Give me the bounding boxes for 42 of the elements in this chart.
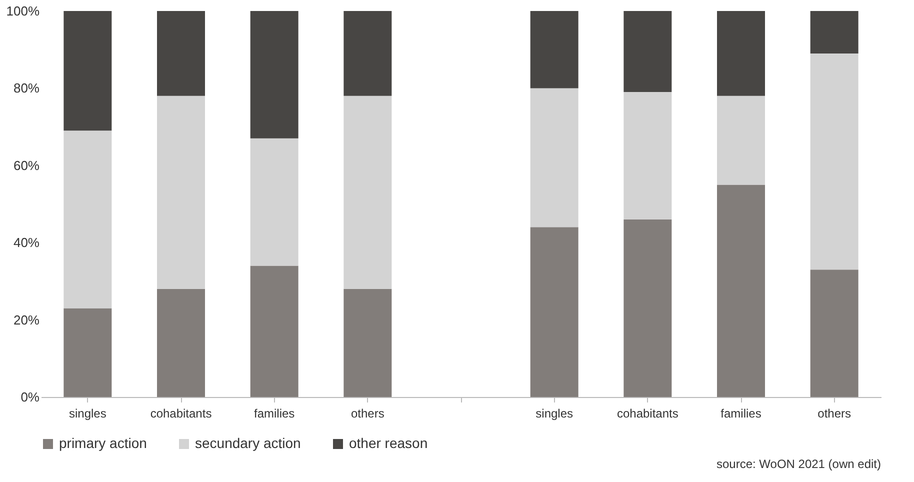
bar: [624, 92, 672, 220]
source-note: source: WoON 2021 (own edit): [716, 457, 881, 471]
legend-label: other reason: [349, 435, 428, 451]
bar: [64, 11, 112, 131]
y-tick-label: 40%: [13, 235, 40, 250]
bar: [64, 130, 112, 308]
y-tick-label: 60%: [13, 158, 40, 173]
legend-label: secundary action: [195, 435, 301, 451]
bar: [624, 11, 672, 92]
x-tick-label: cohabitants: [150, 406, 212, 420]
x-tick-label: singles: [536, 406, 574, 420]
bar: [810, 11, 858, 54]
bar: [250, 138, 298, 266]
x-tick-label: others: [818, 406, 852, 420]
y-tick-label: 80%: [13, 80, 40, 96]
bar: [250, 11, 298, 138]
x-tick-label: families: [720, 406, 762, 420]
bar: [344, 11, 392, 96]
bar: [717, 96, 765, 185]
legend-label: primary action: [59, 435, 147, 451]
x-tick-label: cohabitants: [616, 406, 678, 420]
bar: [250, 266, 298, 397]
bar: [157, 288, 205, 397]
y-tick-label: 100%: [6, 4, 40, 18]
x-tick-label: singles: [68, 406, 106, 420]
bar: [530, 11, 578, 88]
bar: [624, 219, 672, 397]
bar: [157, 96, 205, 289]
y-tick-label: 20%: [13, 312, 40, 328]
bar: [157, 11, 205, 96]
x-tick-label: families: [254, 406, 295, 420]
y-tick-label: 0%: [20, 390, 40, 404]
bar: [717, 11, 765, 96]
bar: [344, 96, 392, 289]
bar: [810, 270, 858, 397]
bar: [344, 288, 392, 397]
bar: [530, 88, 578, 228]
bar: [717, 184, 765, 397]
bar: [810, 53, 858, 270]
x-tick-label: others: [350, 406, 384, 420]
bar: [530, 227, 578, 397]
bar: [64, 308, 112, 397]
